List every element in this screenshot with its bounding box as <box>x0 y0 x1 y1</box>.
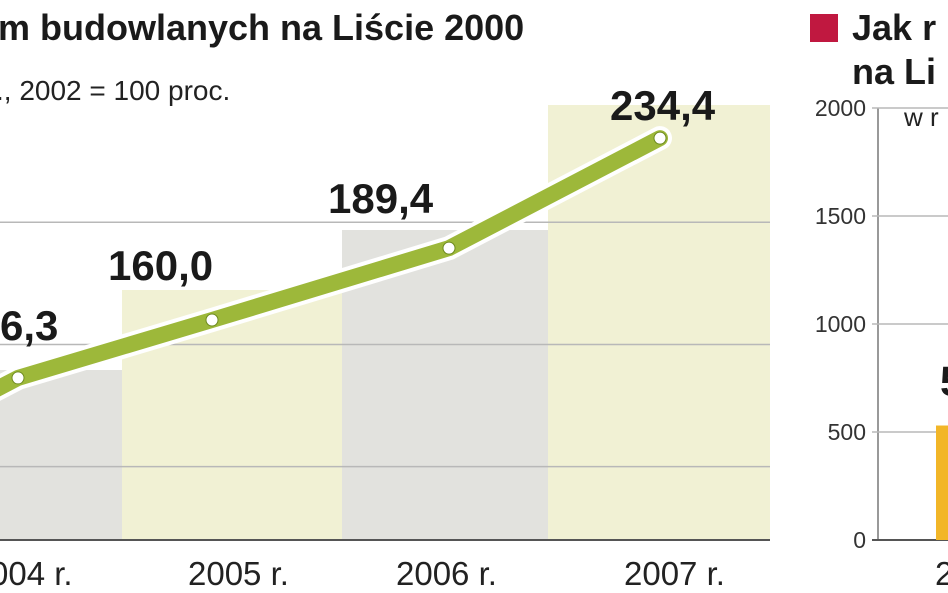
value-labels: 6,3 160,0 189,4 234,4 <box>0 82 716 349</box>
column-bands <box>0 105 770 540</box>
bar-value-label: 5 <box>940 358 948 405</box>
value-label: 6,3 <box>0 302 58 349</box>
bar <box>936 425 948 540</box>
x-tick-label: 004 r. <box>0 555 73 592</box>
y-tick-label: 0 <box>853 527 866 553</box>
legend-marker-icon <box>810 14 838 42</box>
y-tick-label: 1500 <box>815 203 866 229</box>
value-label: 189,4 <box>328 175 434 222</box>
value-label: 160,0 <box>108 242 213 289</box>
x-tick-label: 2007 r. <box>624 555 725 592</box>
data-points <box>11 131 667 385</box>
y-tick-label: 500 <box>828 419 866 445</box>
data-point <box>205 313 219 327</box>
chart-title: m budowlanych na Liście 2000 <box>0 7 524 48</box>
bars <box>936 425 948 540</box>
data-point <box>11 371 25 385</box>
line-chart: 6,3 160,0 189,4 234,4 004 r. 2005 r. 2006 r. 2… <box>0 7 770 592</box>
data-point <box>442 241 456 255</box>
y-tick-labels: 0 500 1000 1500 2000 <box>815 95 866 553</box>
bar-x-tick-label: 2 <box>935 555 948 592</box>
x-tick-label: 2005 r. <box>188 555 289 592</box>
column-band <box>0 370 122 540</box>
bar-chart: Jak r na Li w r 0 500 1000 1500 2000 5 2 <box>810 7 948 592</box>
right-title-line-1: Jak r <box>852 7 936 48</box>
right-title-line-2: na Li <box>852 51 936 92</box>
right-gridlines <box>872 107 948 541</box>
value-label: 234,4 <box>610 82 716 129</box>
x-tick-label: 2006 r. <box>396 555 497 592</box>
y-tick-label: 1000 <box>815 311 866 337</box>
data-point <box>653 131 667 145</box>
right-note: w r <box>903 102 939 132</box>
y-tick-label: 2000 <box>815 95 866 121</box>
x-tick-labels: 004 r. 2005 r. 2006 r. 2007 r. <box>0 555 725 592</box>
chart-subtitle: ., 2002 = 100 proc. <box>0 75 230 106</box>
